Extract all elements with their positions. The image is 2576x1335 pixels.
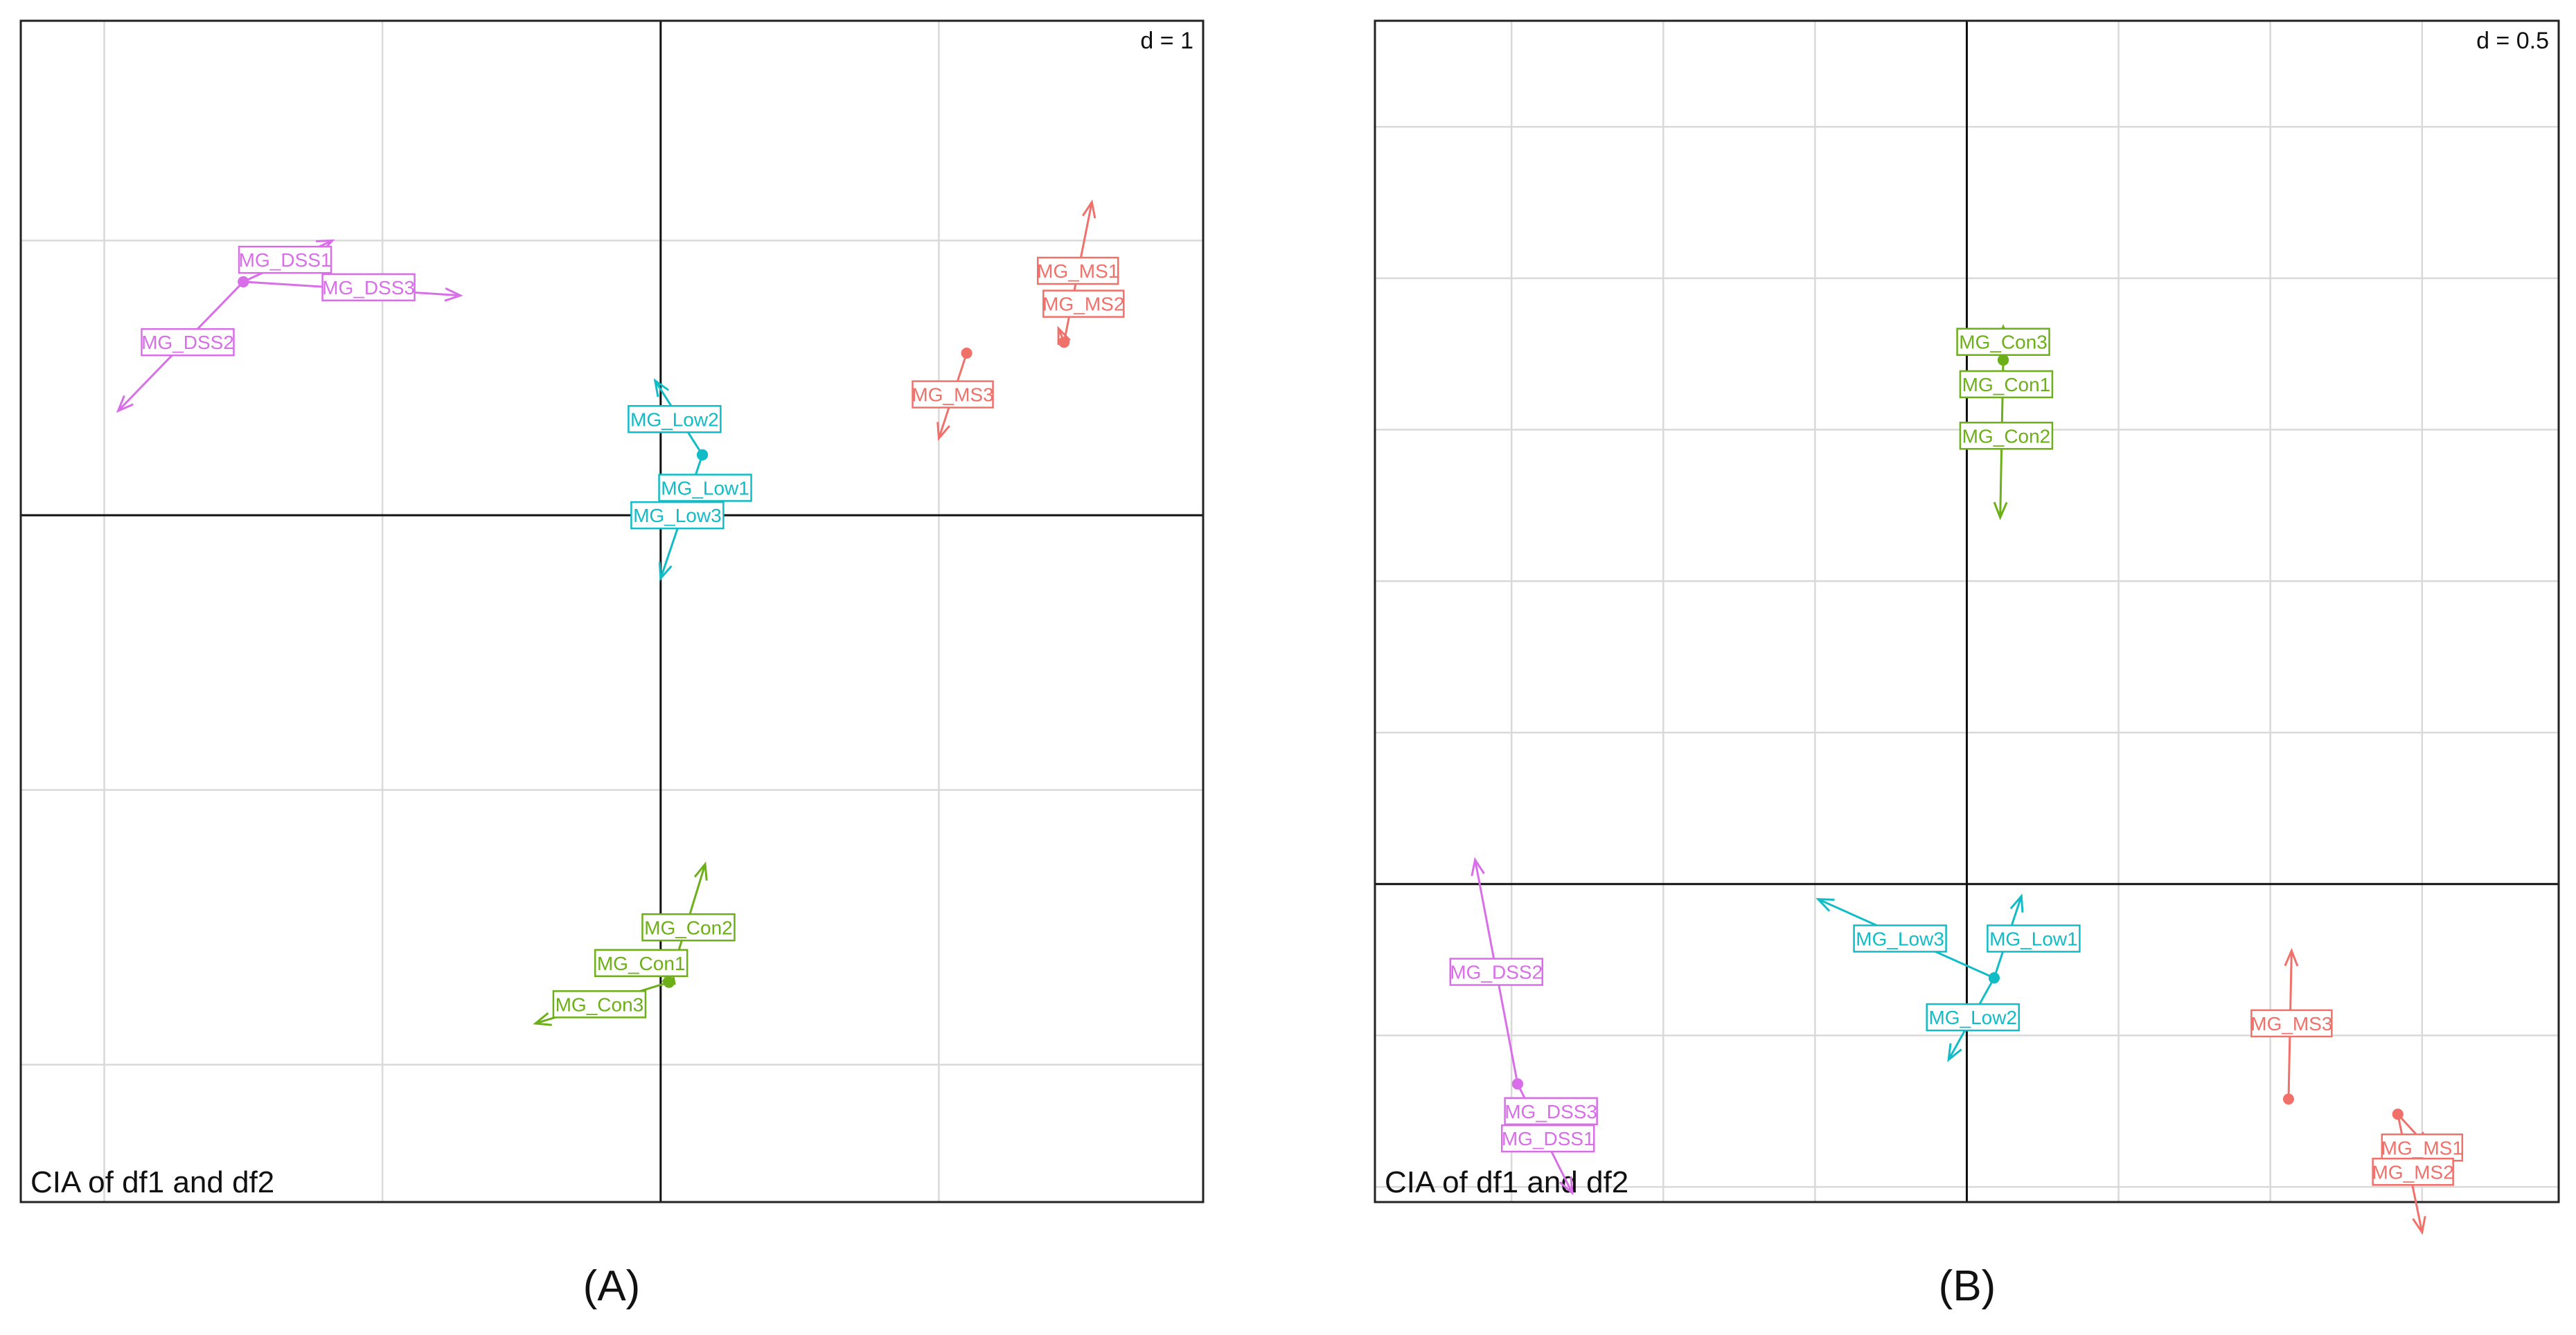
arrow-head: [1081, 199, 1096, 219]
sample-label-box: [630, 501, 725, 530]
sample-point: [697, 449, 709, 460]
sample-label: MG_Con1: [597, 953, 686, 974]
sample-label: MG_Low3: [633, 505, 722, 526]
plot-frame: [19, 19, 1205, 1203]
sample-label-box: [628, 405, 722, 433]
sample-label-box: [1926, 1003, 2020, 1032]
sample-label-box: [238, 245, 332, 274]
sample-label: MG_DSS2: [1450, 962, 1543, 983]
arrow-head: [1815, 897, 1835, 912]
sample-label: MG_MS3: [2250, 1013, 2332, 1034]
arrow-head: [658, 562, 673, 582]
sample-point: [663, 976, 675, 988]
sample-point: [2392, 1109, 2404, 1120]
panel-caption: (B): [1939, 1262, 1996, 1310]
sample-label-box: [1501, 1124, 1595, 1153]
sample-label-box: [1042, 289, 1125, 318]
sample-label-box: [141, 328, 235, 357]
scale-d-label: d = 0.5: [2476, 28, 2549, 54]
sample-label: MG_Low2: [1928, 1007, 2017, 1028]
panel-a: d = 1 CIA of df1 and df2 MG_DSS1 MG_DSS2 MG_…: [19, 19, 1205, 1310]
sample-label-box: [1037, 256, 1119, 285]
sample-label-box: [2372, 1158, 2454, 1186]
sample-label-box: [641, 913, 736, 942]
arrow-head: [653, 378, 670, 397]
arrow-head: [1993, 501, 2008, 521]
sample-label-box: [552, 990, 647, 1019]
arrow-head: [1947, 1043, 1962, 1062]
arrow-head: [2412, 1216, 2426, 1235]
sample-label-box: [1449, 958, 1544, 986]
sample-label-box: [594, 949, 689, 978]
sample-label-box: [1959, 422, 2054, 450]
sample-label: MG_MS2: [2372, 1161, 2454, 1183]
panel-caption: (A): [583, 1262, 641, 1310]
sample-label-box: [321, 273, 416, 302]
sample-label: MG_DSS3: [322, 277, 415, 298]
panel-b: d = 0.5 CIA of df1 and df2 MG_Con1 MG_Con2 M…: [1374, 19, 2560, 1310]
arrow-head: [116, 395, 134, 413]
sample-label-box: [658, 474, 752, 502]
arrow-head: [1558, 1176, 1574, 1196]
sample-point: [1998, 354, 2009, 366]
sample-label: MG_DSS3: [1504, 1101, 1597, 1122]
arrow-head: [533, 1012, 552, 1026]
sample-label-box: [2250, 1009, 2333, 1038]
sample-label-box: [1504, 1097, 1598, 1126]
sample-label-box: [1956, 328, 2050, 356]
sample-label: MG_Low1: [661, 477, 749, 499]
sample-point: [1988, 972, 2000, 984]
sample-label: MG_DSS1: [1502, 1128, 1595, 1149]
sample-label: MG_Con3: [556, 994, 644, 1015]
sample-label: MG_MS1: [1037, 260, 1119, 282]
arrow-head: [444, 287, 463, 302]
sample-label: MG_MS1: [2381, 1137, 2463, 1158]
arrow-head: [2009, 893, 2024, 913]
d-label-background: [2472, 24, 2555, 55]
scale-d-label: d = 1: [1140, 28, 1193, 54]
arrow-head: [1471, 857, 1485, 877]
d-label-background: [1117, 24, 1200, 55]
sample-label: MG_DSS1: [239, 249, 332, 271]
arrow-head: [936, 422, 950, 441]
sample-point: [2282, 1093, 2294, 1105]
sample-point: [961, 348, 972, 359]
sample-label: MG_Con1: [1962, 374, 2051, 395]
sample-label: MG_DSS2: [141, 332, 234, 353]
sample-point: [238, 276, 249, 287]
arrow-head: [2284, 947, 2299, 967]
chart-title: CIA of df1 and df2: [1385, 1165, 1628, 1199]
sample-label-box: [1853, 924, 1947, 953]
sample-label: MG_MS3: [912, 384, 993, 406]
arrow-head: [1057, 325, 1071, 346]
sample-label: MG_Con2: [644, 917, 733, 938]
sample-label: MG_Low2: [630, 409, 719, 430]
sample-label: MG_Low1: [1989, 928, 2078, 949]
sample-label-box: [912, 380, 994, 409]
sample-label: MG_Con2: [1962, 425, 2051, 447]
chart-title: CIA of df1 and df2: [30, 1165, 274, 1199]
sample-label: MG_MS2: [1042, 294, 1124, 315]
sample-point: [1511, 1078, 1523, 1090]
arrow-head: [693, 861, 708, 881]
sample-label: MG_Low3: [1856, 928, 1944, 949]
sample-label-box: [1987, 924, 2081, 953]
sample-point: [1058, 337, 1070, 348]
sample-label-box: [1959, 370, 2054, 399]
plot-frame: [1374, 19, 2560, 1203]
sample-label: MG_Con3: [1959, 332, 2048, 353]
